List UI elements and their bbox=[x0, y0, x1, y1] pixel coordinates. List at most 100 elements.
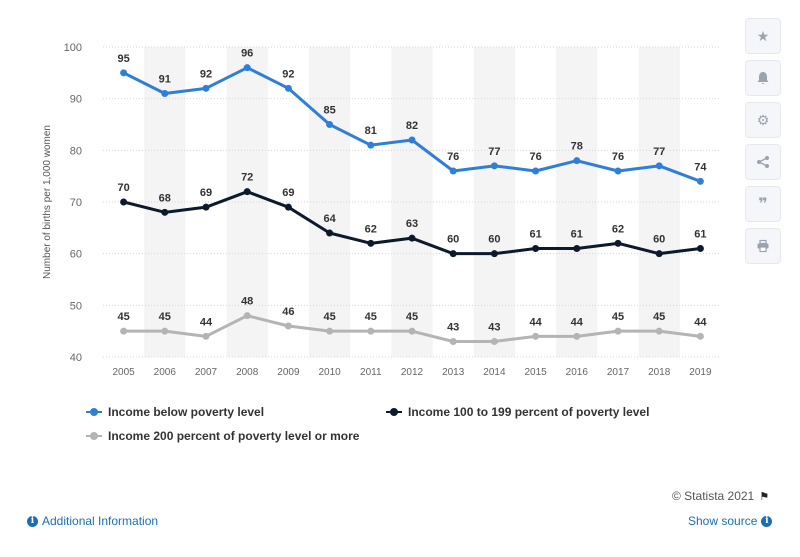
legend-label: Income 200 percent of poverty level or m… bbox=[108, 429, 360, 443]
data-point[interactable] bbox=[284, 84, 292, 92]
data-point[interactable] bbox=[449, 167, 457, 175]
data-point[interactable] bbox=[243, 312, 251, 320]
share-icon[interactable] bbox=[745, 144, 781, 180]
data-point[interactable] bbox=[573, 157, 581, 165]
data-point[interactable] bbox=[326, 229, 334, 237]
data-labels: 95 91 92 96 92 85 81 82 76 77 76 78 76 77 74 70 68 69 72 69… bbox=[117, 48, 707, 334]
data-point[interactable] bbox=[284, 322, 292, 330]
data-label: 44 bbox=[529, 316, 542, 328]
data-label: 92 bbox=[200, 68, 212, 80]
data-point[interactable] bbox=[490, 162, 498, 170]
data-label: 96 bbox=[241, 48, 253, 60]
data-point[interactable] bbox=[655, 250, 663, 258]
y-tick-label: 60 bbox=[70, 249, 82, 261]
data-label: 82 bbox=[406, 120, 418, 132]
data-point[interactable] bbox=[408, 136, 416, 144]
data-label: 69 bbox=[282, 187, 294, 199]
show-source-label: Show source bbox=[688, 514, 758, 528]
data-label: 60 bbox=[653, 234, 665, 246]
data-point[interactable] bbox=[696, 332, 704, 340]
data-point[interactable] bbox=[367, 239, 375, 247]
print-icon[interactable] bbox=[745, 228, 781, 264]
data-label: 68 bbox=[159, 192, 171, 204]
x-tick-label: 2017 bbox=[607, 367, 630, 378]
data-point[interactable] bbox=[532, 167, 540, 175]
data-label: 76 bbox=[529, 151, 541, 163]
legend-item-200-percent-or-more[interactable]: Income 200 percent of poverty level or m… bbox=[86, 429, 359, 443]
data-point[interactable] bbox=[367, 327, 375, 335]
series-points bbox=[120, 64, 704, 345]
data-point[interactable] bbox=[284, 203, 292, 211]
data-point[interactable] bbox=[161, 90, 169, 97]
legend-item-100-199-percent[interactable]: Income 100 to 199 percent of poverty lev… bbox=[386, 405, 649, 419]
star-icon[interactable]: ★ bbox=[745, 18, 781, 54]
data-point[interactable] bbox=[490, 338, 498, 345]
data-point[interactable] bbox=[161, 327, 169, 335]
y-tick-label: 40 bbox=[70, 352, 82, 364]
x-axis-ticks: 2005 2006 2007 2008 2009 2010 2011 2012 2013 2014… bbox=[112, 367, 711, 378]
x-tick-label: 2016 bbox=[566, 367, 589, 378]
data-label: 62 bbox=[365, 223, 377, 235]
flag-icon[interactable]: ⚑ bbox=[759, 490, 770, 503]
y-tick-label: 70 bbox=[70, 197, 82, 209]
data-label: 61 bbox=[529, 229, 541, 241]
data-point[interactable] bbox=[326, 327, 334, 335]
data-point[interactable] bbox=[202, 84, 210, 92]
data-label: 46 bbox=[282, 306, 294, 318]
x-tick-label: 2005 bbox=[112, 367, 135, 378]
data-point[interactable] bbox=[326, 121, 334, 128]
data-label: 76 bbox=[447, 151, 459, 163]
data-point[interactable] bbox=[243, 64, 251, 72]
data-point[interactable] bbox=[449, 250, 457, 258]
data-label: 92 bbox=[282, 68, 294, 80]
data-label: 81 bbox=[365, 125, 377, 137]
data-point[interactable] bbox=[696, 177, 704, 185]
x-tick-label: 2007 bbox=[195, 367, 218, 378]
x-tick-label: 2019 bbox=[689, 367, 712, 378]
x-tick-label: 2009 bbox=[277, 367, 300, 378]
gridlines bbox=[103, 46, 721, 358]
year-band bbox=[556, 47, 598, 357]
legend-marker-icon bbox=[386, 408, 402, 416]
data-point[interactable] bbox=[696, 245, 704, 252]
quote-icon[interactable]: ❞ bbox=[745, 186, 781, 222]
data-label: 78 bbox=[571, 141, 583, 153]
data-point[interactable] bbox=[120, 327, 128, 335]
data-point[interactable] bbox=[614, 327, 622, 335]
data-label: 61 bbox=[571, 229, 583, 241]
data-point[interactable] bbox=[614, 167, 622, 175]
data-point[interactable] bbox=[449, 338, 457, 345]
legend-item-below-poverty[interactable]: Income below poverty level bbox=[86, 405, 264, 419]
data-point[interactable] bbox=[573, 332, 581, 340]
data-point[interactable] bbox=[655, 327, 663, 335]
data-point[interactable] bbox=[243, 188, 251, 196]
data-point[interactable] bbox=[490, 250, 498, 258]
data-point[interactable] bbox=[202, 332, 210, 340]
data-point[interactable] bbox=[120, 198, 128, 206]
bell-icon[interactable] bbox=[745, 60, 781, 96]
x-tick-label: 2014 bbox=[483, 367, 506, 378]
x-tick-label: 2015 bbox=[524, 367, 547, 378]
data-point[interactable] bbox=[202, 203, 210, 211]
data-point[interactable] bbox=[408, 234, 416, 242]
data-point[interactable] bbox=[161, 208, 169, 216]
data-label: 43 bbox=[447, 322, 459, 334]
legend-label: Income 100 to 199 percent of poverty lev… bbox=[408, 405, 650, 419]
data-point[interactable] bbox=[408, 327, 416, 335]
x-tick-label: 2011 bbox=[360, 367, 382, 378]
data-label: 70 bbox=[117, 182, 129, 194]
gear-icon[interactable]: ⚙ bbox=[745, 102, 781, 138]
additional-information-label: Additional Information bbox=[42, 514, 159, 528]
data-point[interactable] bbox=[614, 239, 622, 247]
data-point[interactable] bbox=[120, 69, 128, 77]
show-source-link[interactable]: Show source i bbox=[688, 514, 773, 528]
data-point[interactable] bbox=[573, 245, 581, 252]
data-label: 64 bbox=[323, 213, 336, 225]
data-point[interactable] bbox=[532, 332, 540, 340]
data-point[interactable] bbox=[655, 162, 663, 170]
y-tick-label: 90 bbox=[70, 94, 82, 106]
data-point[interactable] bbox=[367, 141, 375, 149]
data-point[interactable] bbox=[532, 245, 540, 252]
data-label: 74 bbox=[694, 161, 707, 173]
additional-information-link[interactable]: i Additional Information bbox=[27, 514, 158, 528]
